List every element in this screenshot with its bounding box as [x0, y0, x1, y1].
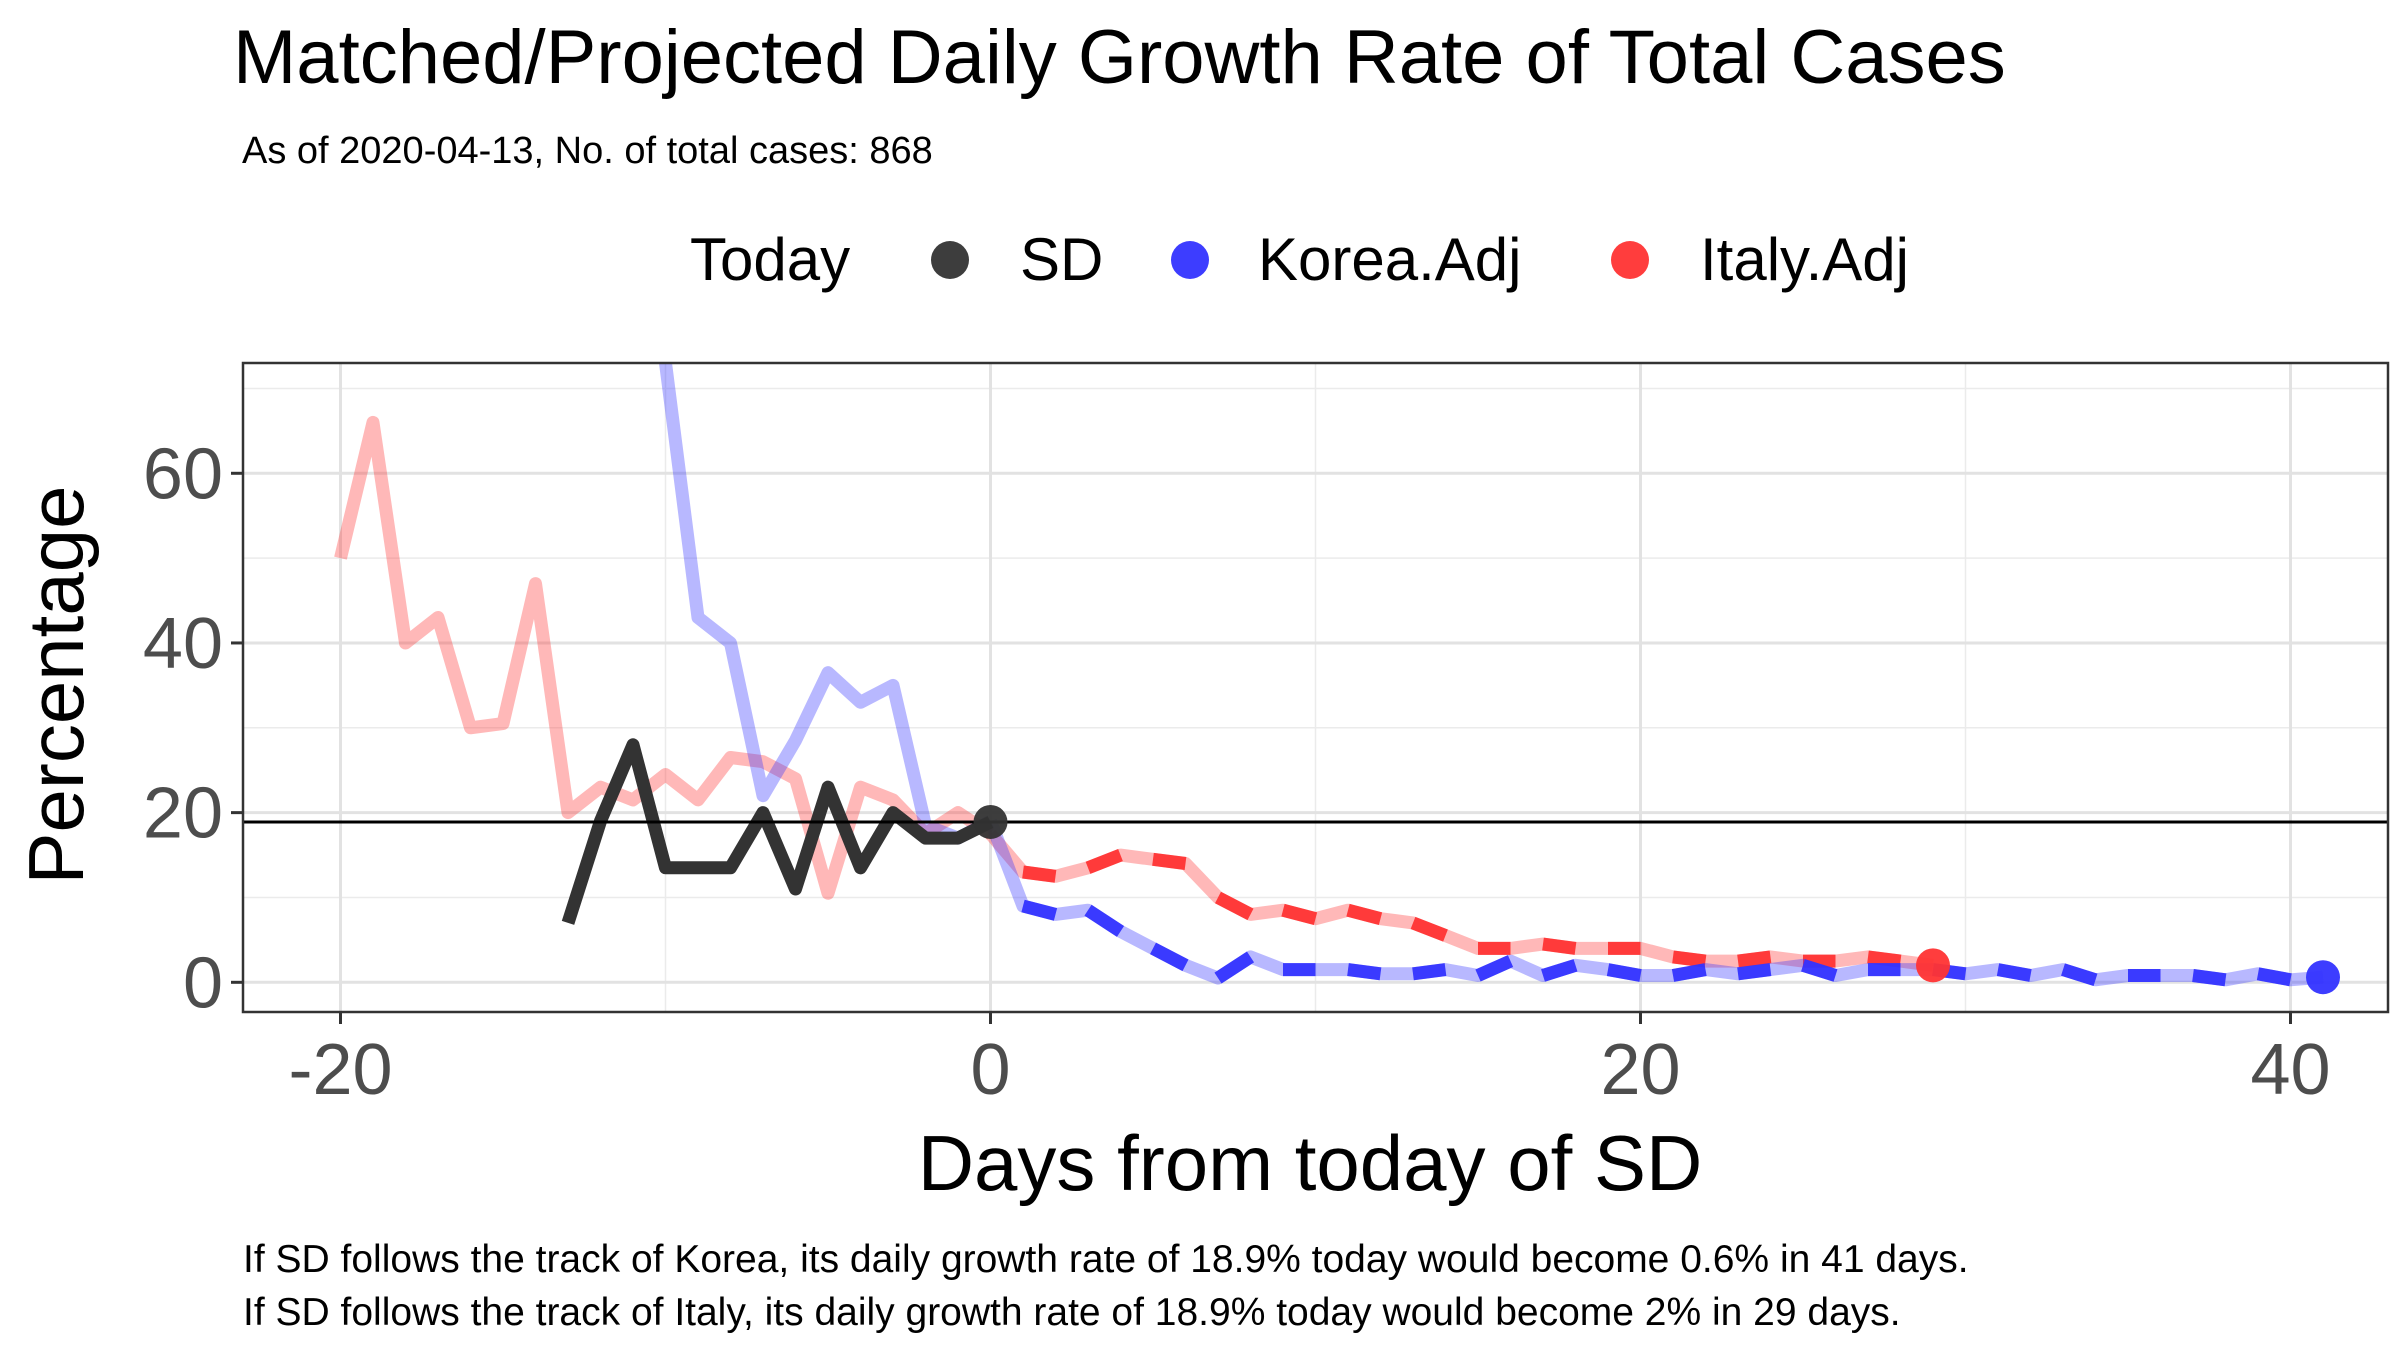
- x-tick-label: 0: [970, 1030, 1010, 1110]
- korea-adj-projected-segment: [1737, 963, 1772, 981]
- chart-title: Matched/Projected Daily Growth Rate of T…: [233, 15, 2006, 100]
- italy-adj-projected-segment: [1152, 852, 1187, 870]
- italy-adj-projected-line: [985, 829, 1934, 972]
- italy-adj-matched-line: [334, 415, 995, 900]
- korea-adj-projected-segment: [1541, 959, 1578, 982]
- x-tick-label: 40: [2250, 1030, 2330, 1110]
- y-tick-label: 20: [143, 774, 223, 854]
- korea-adj-projected-segment: [1021, 899, 1058, 921]
- caption-korea: If SD follows the track of Korea, its da…: [243, 1238, 1969, 1281]
- italy-adj-projected-segment: [1281, 903, 1318, 925]
- korea-adj-projected-segment: [2192, 969, 2227, 987]
- x-tick-label: -20: [288, 1030, 392, 1110]
- y-axis-label: Percentage: [12, 486, 100, 885]
- korea-adj-today-point: [2306, 960, 2340, 995]
- korea-adj-projected-segment: [1996, 963, 2032, 982]
- legend-label-korea-adj: Korea.Adj: [1258, 226, 1522, 293]
- italy-adj-projected-segment: [1346, 903, 1383, 925]
- series-group: [243, 363, 2388, 987]
- y-tick-label: 0: [183, 943, 223, 1023]
- korea-adj-projected-segment: [1150, 942, 1189, 972]
- korea-adj-projected-segment: [1084, 904, 1125, 937]
- y-tick-label: 60: [143, 434, 223, 514]
- korea-adj-matched-line: [659, 363, 994, 845]
- italy-adj-today-point: [1916, 948, 1950, 983]
- x-axis-label: Days from today of SD: [918, 1119, 1703, 1207]
- korea-adj-projected-segment: [2256, 967, 2292, 987]
- grid: [243, 363, 2388, 1012]
- italy-adj-projected-segment: [1542, 937, 1577, 955]
- korea-adj-projected-segment: [1801, 959, 1838, 982]
- korea-adj-projected-segment: [1475, 955, 1514, 982]
- caption-italy: If SD follows the track of Italy, its da…: [243, 1291, 1901, 1334]
- korea-adj-projected-segment: [1412, 963, 1447, 981]
- korea-adj-projected-segment: [1671, 963, 1707, 982]
- italy-adj-projected-segment: [1022, 865, 1057, 883]
- italy-adj-projected-segment: [1085, 849, 1123, 874]
- italy-adj-projected-segment: [1410, 916, 1448, 942]
- chart-subtitle: As of 2020-04-13, No. of total cases: 86…: [242, 130, 933, 172]
- sd-line: [561, 738, 994, 925]
- x-axis: -20 0 20 40: [288, 1012, 2331, 1110]
- italy-adj-projected-segment: [1867, 950, 1902, 968]
- x-tick-label: 20: [1600, 1030, 1680, 1110]
- italy-adj-projected-segment: [1737, 950, 1772, 968]
- sd-today-point: [973, 804, 1008, 839]
- korea-adj-projected-segment: [1214, 951, 1255, 984]
- korea-adj-projected-segment: [1347, 963, 1382, 981]
- korea-adj-projected-line: [984, 818, 2324, 987]
- legend-key-sd: [931, 241, 969, 279]
- italy-adj-projected-segment: [1215, 891, 1254, 921]
- legend-key-korea-adj: [1171, 241, 1209, 279]
- y-tick-label: 40: [143, 604, 223, 684]
- series-layer: [243, 363, 2388, 995]
- plot-border: [241, 361, 2390, 1014]
- legend-title: Today: [690, 226, 850, 293]
- plot-area: [241, 361, 2390, 1014]
- italy-adj-projected-segment: [1672, 950, 1707, 968]
- y-axis: 0 20 40 60: [143, 434, 243, 1023]
- legend-label-sd: SD: [1020, 226, 1103, 293]
- korea-adj-projected-segment: [2061, 963, 2098, 987]
- korea-adj-projected-segment: [1606, 963, 1642, 982]
- legend-key-italy-adj: [1611, 241, 1649, 279]
- legend-label-italy-adj: Italy.Adj: [1700, 226, 1909, 293]
- legend: Today SD Korea.Adj Italy.Adj: [690, 226, 1909, 293]
